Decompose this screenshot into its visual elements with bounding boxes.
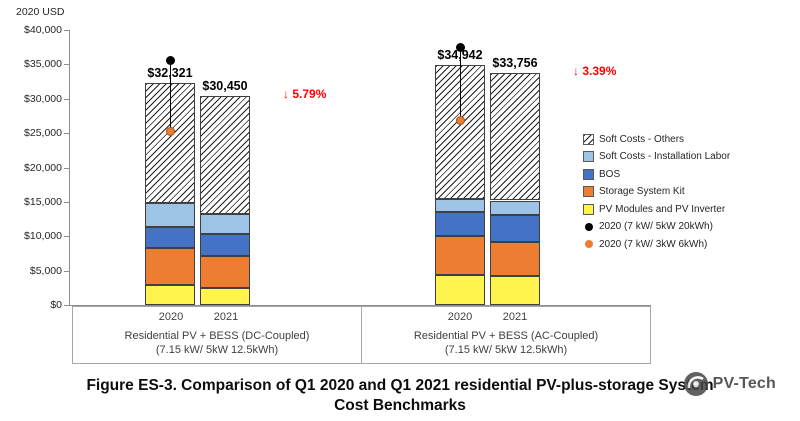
- data-point-2020-7-kw-3kw-6kwh: [455, 115, 465, 125]
- bar-segment-soft-costs-others: [200, 95, 250, 214]
- bar-total-label: $33,756: [492, 55, 538, 70]
- legend-swatch-storage-system-kit: [583, 186, 594, 197]
- y-tick-label: $20,000: [24, 161, 62, 174]
- y-tick-mark: [64, 64, 69, 66]
- bar-segment-bos: [435, 211, 485, 237]
- change-label: ↓ 5.79%: [283, 86, 327, 101]
- legend-swatch-bos: [583, 168, 594, 180]
- legend-label: 2020 (7 kW/ 5kW 20kWh): [599, 221, 713, 232]
- legend-swatch-2020-7-kw-5kw-20kwh: [584, 222, 593, 231]
- bar-segment-storage-system-kit: [145, 247, 195, 286]
- bar-segment-bos: [490, 214, 540, 242]
- bar-segment-pv-modules-and-pv-inverter: [490, 276, 540, 305]
- legend-label: Storage System Kit: [599, 186, 685, 197]
- y-tick-mark: [64, 30, 69, 31]
- year-tick-label: 2020: [158, 311, 184, 323]
- bar-segment-soft-costs-installation-labor: [200, 213, 250, 235]
- figure-title: Figure ES-3. Comparison of Q1 2020 and Q…: [0, 376, 800, 416]
- legend-label: Soft Costs - Installation Labor: [599, 151, 731, 162]
- y-tick-mark: [64, 270, 69, 272]
- figure-title-line1: Figure ES-3. Comparison of Q1 2020 and Q…: [86, 377, 714, 394]
- x-axis-line: [69, 305, 651, 306]
- bar-segment-soft-costs-installation-labor: [490, 200, 540, 215]
- change-label: ↓ 3.39%: [573, 63, 617, 78]
- y-tick-mark: [64, 201, 69, 203]
- y-tick-mark: [64, 305, 69, 306]
- bar-total-label: $32,321: [147, 65, 193, 80]
- y-tick-mark: [64, 98, 69, 100]
- bar-segment-bos: [145, 226, 195, 248]
- pv-tech-watermark: PV-Tech: [683, 371, 776, 397]
- legend-item: Storage System Kit: [583, 185, 730, 199]
- x-axis-category-table: 2020 2021 Residential PV + BESS (DC-Couple…: [72, 306, 653, 364]
- y-tick-mark: [64, 236, 69, 238]
- pv-tech-logo-icon: [683, 371, 709, 397]
- category-cell: 2020 2021 Residential PV + BESS (AC-Couple…: [361, 306, 651, 364]
- marker-stem-line: [460, 47, 461, 121]
- legend-label: BOS: [599, 168, 621, 180]
- legend-swatch-soft-costs-installation-labor: [583, 151, 594, 162]
- y-tick-label: $5,000: [29, 264, 62, 277]
- plot-area: 2020 USD $0 $5,000 $10,000 $15,000 $20,000 $2…: [16, 6, 651, 311]
- bar-segment-soft-costs-others: [490, 72, 540, 201]
- legend-item: Soft Costs - Others: [583, 132, 730, 146]
- legend-swatch-2020-7-kw-3kw-6kwh: [584, 240, 593, 248]
- legend-label: 2020 (7 kW/ 3kW 6kWh): [599, 238, 708, 250]
- y-axis-unit-label: 2020 USD: [16, 6, 65, 18]
- bar-total-label: $34,942: [437, 47, 483, 62]
- group-label-line1: Residential PV + BESS (DC-Coupled): [124, 330, 310, 342]
- legend-label: Soft Costs - Others: [599, 133, 685, 145]
- bar-segment-pv-modules-and-pv-inverter: [200, 287, 250, 305]
- legend: Soft Costs - Others Soft Costs - Installa…: [583, 132, 730, 251]
- bar-segment-soft-costs-installation-labor: [145, 203, 195, 227]
- y-tick-mark: [64, 167, 69, 169]
- bar-segment-soft-costs-others: [435, 64, 485, 200]
- legend-swatch-soft-costs-others: [583, 133, 594, 145]
- y-tick-label: $0: [50, 299, 62, 311]
- figure-title-line2: Cost Benchmarks: [334, 397, 466, 414]
- group-label-line2: (7.15 kW/ 5kW 12.5kWh): [444, 344, 568, 356]
- data-point-2020-7-kw-3kw-6kwh: [165, 127, 175, 137]
- bar-total-label: $30,450: [202, 78, 248, 93]
- legend-item: BOS: [583, 167, 730, 181]
- category-cell: 2020 2021 Residential PV + BESS (DC-Couple…: [72, 306, 362, 364]
- legend-item: Soft Costs - Installation Labor: [583, 150, 730, 164]
- year-tick-label: 2021: [502, 311, 528, 323]
- y-tick-label: $15,000: [24, 195, 62, 208]
- pv-tech-text: PV-Tech: [712, 375, 776, 392]
- bar-segment-soft-costs-installation-labor: [435, 199, 485, 212]
- marker-stem-line: [170, 60, 171, 132]
- year-tick-label: 2020: [447, 311, 473, 323]
- data-point-2020-7-kw-5kw-20kwh: [455, 43, 465, 53]
- bar-segment-bos: [200, 234, 250, 256]
- year-tick-label: 2021: [213, 311, 239, 323]
- y-tick-label: $25,000: [24, 127, 62, 140]
- group-label-line2: (7.15 kW/ 5kW 12.5kWh): [155, 344, 279, 356]
- group-label-line1: Residential PV + BESS (AC-Coupled): [413, 330, 599, 342]
- y-tick-label: $30,000: [24, 92, 62, 105]
- bar-segment-pv-modules-and-pv-inverter: [435, 274, 485, 305]
- legend-swatch-pv-modules-and-pv-inverter: [583, 203, 594, 215]
- bar-segment-pv-modules-and-pv-inverter: [145, 285, 195, 305]
- bar-segment-storage-system-kit: [200, 255, 250, 288]
- legend-item: PV Modules and PV Inverter: [583, 202, 730, 216]
- legend-item: 2020 (7 kW/ 3kW 6kWh): [583, 237, 730, 251]
- legend-label: PV Modules and PV Inverter: [599, 203, 726, 215]
- y-tick-label: $35,000: [24, 58, 62, 71]
- legend-item: 2020 (7 kW/ 5kW 20kWh): [583, 220, 730, 234]
- y-tick-mark: [64, 133, 69, 135]
- y-tick-label: $10,000: [24, 230, 62, 243]
- y-axis-line: [69, 30, 70, 305]
- data-point-2020-7-kw-5kw-20kwh: [165, 55, 175, 65]
- bar-segment-storage-system-kit: [490, 241, 540, 277]
- y-tick-label: $40,000: [24, 24, 62, 36]
- bar-segment-storage-system-kit: [435, 236, 485, 275]
